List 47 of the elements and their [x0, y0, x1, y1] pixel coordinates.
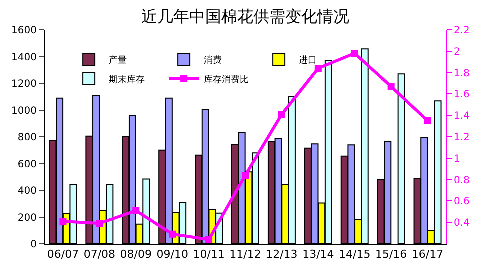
- y-tick-label: 0: [30, 240, 37, 250]
- x-tick-label: 15/16: [375, 248, 408, 262]
- y2-tick-label: 2.2: [454, 26, 470, 36]
- legend-label: 产量: [109, 54, 128, 66]
- x-tick-label: 09/10: [156, 248, 188, 262]
- y2-tick-label: 1: [454, 154, 460, 165]
- y2-tick-label: 1.2: [454, 132, 470, 144]
- point: [424, 117, 432, 124]
- point: [278, 111, 286, 118]
- point: [351, 50, 358, 58]
- point: [206, 236, 213, 244]
- x-tick-label: 06/07: [47, 248, 80, 262]
- y2-tick-label: 0.6: [454, 196, 470, 208]
- y2-tick-label: 2: [454, 46, 460, 58]
- y-tick-label: 1200: [12, 79, 37, 90]
- y-tick-label: 1600: [12, 26, 37, 36]
- y2-tick-label: 0.4: [454, 218, 470, 230]
- y-tick-label: 400: [18, 186, 37, 197]
- point: [169, 230, 176, 238]
- point: [132, 207, 140, 214]
- point: [60, 218, 67, 226]
- point: [242, 172, 249, 180]
- legend-label: 期末库存: [109, 74, 146, 86]
- legend-label: 进口: [299, 54, 318, 66]
- y2-tick-label: 1.4: [454, 111, 470, 122]
- y2-tick-label: 1.8: [454, 68, 470, 80]
- y-tick-label: 200: [18, 212, 37, 224]
- x-tick-label: 11/12: [230, 248, 262, 262]
- x-tick-label: 07/08: [84, 248, 116, 262]
- y-tick-label: 1400: [12, 52, 37, 64]
- y-tick-label: 800: [18, 132, 37, 144]
- y2-tick-label: 1.6: [454, 90, 470, 101]
- x-tick-label: 12/13: [266, 248, 298, 262]
- x-tick-label: 08/09: [120, 248, 152, 262]
- x-tick-label: 10/11: [193, 248, 225, 262]
- y-tick-label: 600: [18, 159, 37, 170]
- x-tick-label: 16/17: [412, 248, 444, 262]
- y-tick-label: 1000: [12, 106, 37, 117]
- point: [388, 83, 395, 90]
- y2-tick-label: 0.8: [454, 175, 470, 186]
- point: [96, 220, 104, 228]
- chart-title: 近几年中国棉花供需变化情况: [142, 7, 350, 26]
- x-tick-label: 14/15: [339, 248, 371, 262]
- legend-label: 消费: [204, 54, 222, 66]
- point: [314, 65, 322, 72]
- legend-label: 库存消费比: [204, 74, 250, 86]
- x-tick-label: 13/14: [302, 248, 334, 262]
